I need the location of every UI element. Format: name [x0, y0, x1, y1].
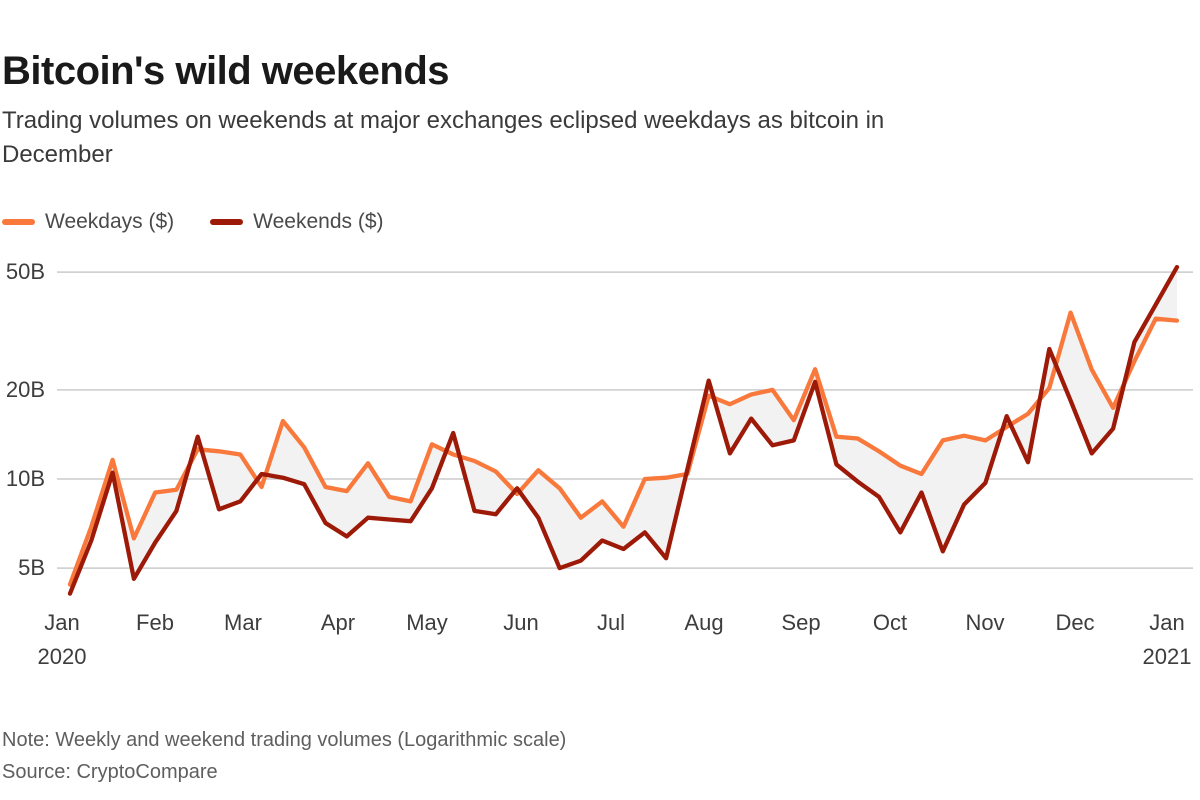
y-axis-label: 50B — [5, 259, 45, 284]
x-axis-label: Feb — [136, 610, 174, 635]
x-axis-label: Nov — [965, 610, 1005, 635]
legend-label-weekdays: Weekdays ($) — [45, 210, 175, 233]
weekdays-line — [67, 310, 1180, 587]
subtitle-line-2: December — [2, 141, 113, 168]
x-axis-label: Jul — [596, 610, 626, 635]
y-axis-label: 10B — [5, 466, 45, 491]
x-axis-label: May — [406, 610, 448, 635]
legend-item-weekdays: Weekdays ($) — [2, 210, 174, 234]
chart-source: Source: CryptoCompare — [2, 761, 218, 783]
x-axis-label: Jun — [503, 610, 539, 635]
page-title: Bitcoin's wild weekends — [2, 48, 450, 93]
x-axis-label: Jan — [1149, 610, 1185, 635]
x-axis-label: Apr — [320, 610, 356, 635]
weekends-line-swatch-icon — [210, 219, 244, 225]
x-axis-label: Oct — [872, 610, 908, 635]
legend-item-weekends: Weekends ($) — [210, 210, 384, 234]
weekdays-line-swatch-icon — [2, 219, 35, 225]
legend-label-weekends: Weekends ($) — [253, 210, 384, 233]
band-fill — [70, 267, 1177, 594]
weekends-line — [67, 264, 1180, 596]
chart-subtitle: Trading volumes on weekends at major exc… — [2, 104, 884, 172]
x-axis-label: Mar — [224, 610, 262, 635]
legend: Weekdays ($) Weekends ($) — [2, 210, 384, 234]
x-axis-label: Jan — [44, 610, 80, 635]
chart-note: Note: Weekly and weekend trading volumes… — [2, 729, 567, 751]
y-axis-label: 20B — [5, 377, 45, 402]
x-axis-label: Aug — [684, 610, 724, 635]
x-axis-label: Sep — [781, 610, 821, 635]
x-axis-label: Dec — [1055, 610, 1095, 635]
y-axis-label: 5B — [18, 555, 45, 580]
x-axis-year-label: 2020 — [37, 644, 87, 669]
x-axis-year-label: 2021 — [1142, 644, 1192, 669]
subtitle-line-1: Trading volumes on weekends at major exc… — [2, 107, 885, 134]
